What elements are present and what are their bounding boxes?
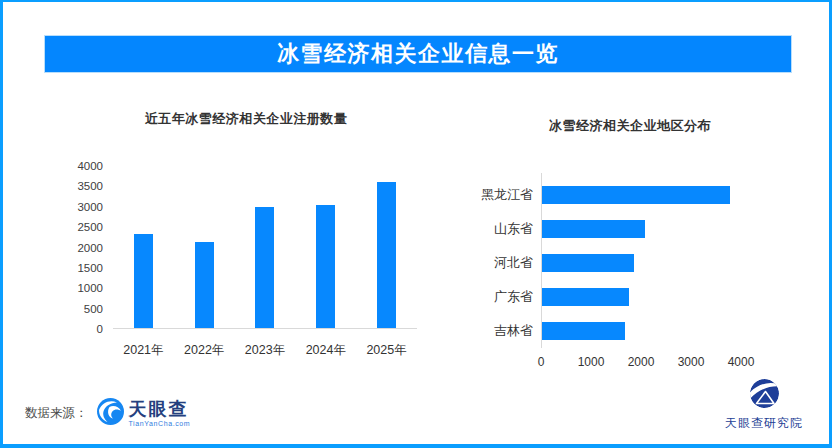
left-chart-plot: 40003500300025002000150010005000 [113,166,417,329]
tianyancha-name: 天眼查 [129,400,191,418]
research-institute-logo: 天眼查研究院 [725,378,803,432]
category-label: 吉林省 [455,322,541,340]
bar-area [541,322,805,340]
bar-area [541,288,805,306]
tianyancha-logo: 天眼查 TianYanCha.com [97,398,191,429]
right-chart-plot: 黑龙江省山东省河北省广东省吉林省 0 1000 2000 3000 4000 [455,178,805,371]
registration-count-chart: 近五年冰雪经济相关企业注册数量 400035003000250020001500… [65,110,427,359]
bar-2023年 [255,207,274,328]
bar-吉林省 [541,322,625,340]
x-tick-2000: 2000 [628,355,655,369]
region-distribution-chart: 冰雪经济相关企业地区分布 黑龙江省山东省河北省广东省吉林省 0 1000 2000 3… [455,117,805,371]
x-label-2024年: 2024年 [306,342,346,359]
right-chart-rows: 黑龙江省山东省河北省广东省吉林省 [455,178,805,348]
x-tick-3000: 3000 [678,355,705,369]
bar-area [541,186,805,204]
right-chart-title: 冰雪经济相关企业地区分布 [455,117,805,135]
left-chart-bars [113,166,417,329]
tianyancha-eye-icon [97,398,124,429]
x-label-2023年: 2023年 [245,342,285,359]
row-河北省: 河北省 [455,246,805,280]
category-label: 河北省 [455,254,541,272]
x-tick-4000: 4000 [728,355,755,369]
row-广东省: 广东省 [455,280,805,314]
row-黑龙江省: 黑龙江省 [455,178,805,212]
data-source-label: 数据来源： [25,405,88,422]
x-axis-labels: 2021年 2022年 2023年 2024年 2025年 [113,342,417,359]
y-tick-2500: 2500 [77,220,103,234]
y-tick-1000: 1000 [77,281,103,295]
category-label: 黑龙江省 [455,186,541,204]
right-chart-x-axis: 0 1000 2000 3000 4000 [541,355,805,371]
row-山东省: 山东省 [455,212,805,246]
tianyancha-domain: TianYanCha.com [129,420,191,427]
infographic-page: 冰雪经济相关企业信息一览 近五年冰雪经济相关企业注册数量 40003500300… [0,0,832,448]
y-tick-1500: 1500 [77,261,103,275]
bar-山东省 [541,220,645,238]
bar-黑龙江省 [541,186,730,204]
category-label: 广东省 [455,288,541,306]
research-institute-icon [748,378,781,413]
x-label-2021年: 2021年 [123,342,163,359]
data-source: 数据来源： 天眼查 TianYanCha.com [25,398,190,429]
x-label-2022年: 2022年 [184,342,224,359]
bar-广东省 [541,288,629,306]
row-吉林省: 吉林省 [455,314,805,348]
bar-2024年 [316,205,335,328]
bar-area [541,220,805,238]
left-chart-title: 近五年冰雪经济相关企业注册数量 [65,110,427,128]
bar-2022年 [195,242,214,328]
y-tick-0: 0 [97,322,103,336]
y-tick-4000: 4000 [77,159,103,173]
y-tick-3500: 3500 [77,179,103,193]
y-tick-3000: 3000 [77,200,103,214]
category-label: 山东省 [455,220,541,238]
research-institute-name: 天眼查研究院 [725,415,803,432]
bar-area [541,254,805,272]
x-label-2025年: 2025年 [366,342,406,359]
y-tick-500: 500 [84,302,103,316]
bar-2025年 [377,182,396,328]
x-tick-0: 0 [538,355,545,369]
tianyancha-wordmark: 天眼查 TianYanCha.com [129,400,191,427]
page-title: 冰雪经济相关企业信息一览 [44,35,792,73]
bar-2021年 [134,234,153,328]
bar-河北省 [541,254,634,272]
y-tick-2000: 2000 [77,241,103,255]
x-tick-1000: 1000 [578,355,605,369]
